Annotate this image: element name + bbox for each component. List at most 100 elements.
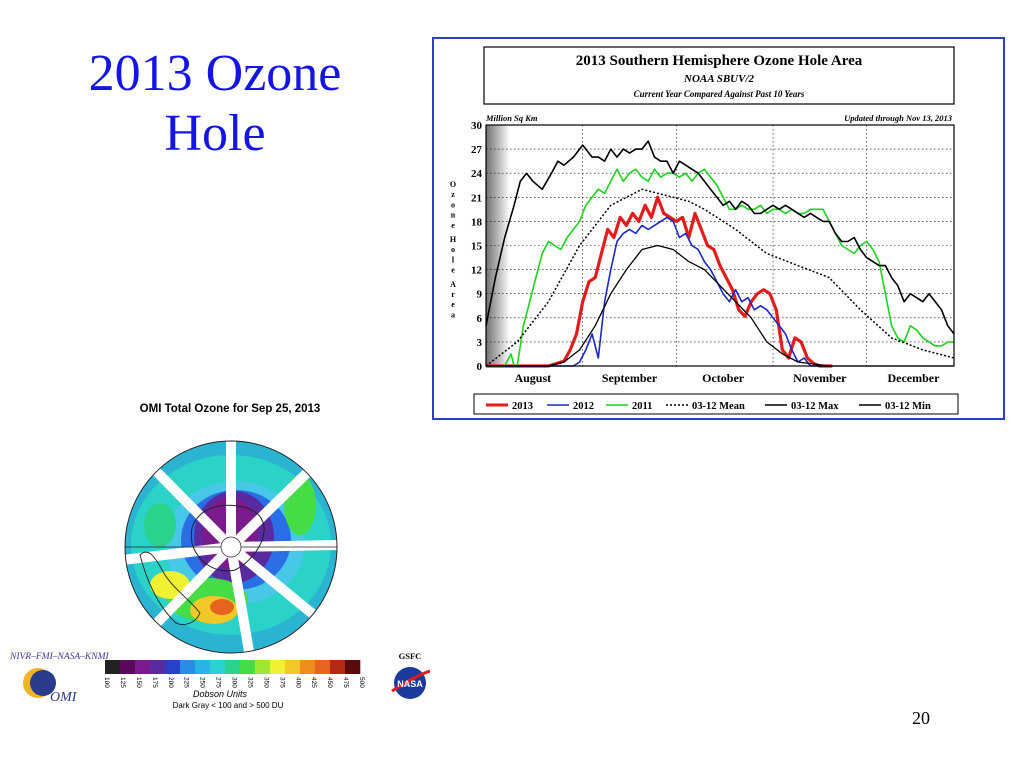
y-tick-label: 3 bbox=[477, 337, 483, 349]
series-layer bbox=[485, 140, 955, 368]
y-axis-label-letter: A bbox=[450, 280, 456, 289]
omi-logo-text: OMI bbox=[50, 690, 78, 705]
x-tick-labels: August September October November December bbox=[514, 371, 940, 385]
y-axis-label-letter: r bbox=[451, 290, 455, 299]
y-tick-label: 24 bbox=[471, 168, 483, 180]
series-line-03-12-mean bbox=[485, 188, 955, 367]
colorbar-swatch bbox=[240, 660, 256, 674]
x-tick-label: September bbox=[602, 371, 658, 385]
nasa-logo: NASA bbox=[391, 667, 431, 699]
series-line-2011 bbox=[486, 168, 954, 367]
colorbar-swatch bbox=[105, 660, 121, 674]
legend-label: 2012 bbox=[573, 401, 594, 412]
colorbar-swatch bbox=[315, 660, 331, 674]
colorbar-swatch bbox=[345, 660, 361, 674]
y-tick-label: 18 bbox=[471, 216, 483, 228]
slide-title: 2013 Ozone Hole bbox=[40, 44, 390, 164]
y-tick-label: 9 bbox=[477, 289, 483, 301]
x-tick-label: October bbox=[702, 371, 745, 385]
x-tick-label: December bbox=[887, 371, 940, 385]
colorbar-swatch bbox=[150, 660, 166, 674]
legend-label: 2013 bbox=[512, 401, 533, 412]
colorbar-swatch bbox=[180, 660, 196, 674]
y-tick-label: 15 bbox=[471, 241, 483, 253]
x-tick-label: November bbox=[793, 371, 847, 385]
chart-subtitle: NOAA SBUV/2 bbox=[683, 73, 754, 85]
colorbar-swatch bbox=[270, 660, 286, 674]
y-tick-label: 27 bbox=[471, 144, 483, 156]
y-axis-label-letter: l bbox=[452, 255, 455, 264]
dobson-colorbar: 100 125 150 175 200 225 250 275 300 325 350 375 400 4… bbox=[103, 660, 365, 688]
colorbar-swatch bbox=[255, 660, 271, 674]
chart-title-box bbox=[483, 46, 955, 105]
plot-frame bbox=[485, 124, 955, 367]
slide-title-line1: 2013 Ozone bbox=[88, 45, 342, 102]
colorbar-tick-label: 475 bbox=[342, 677, 349, 688]
colorbar-tick-label: 425 bbox=[310, 677, 317, 688]
grid-layer bbox=[486, 125, 954, 366]
ozone-globe bbox=[125, 441, 337, 653]
colorbar-tick-label: 350 bbox=[262, 677, 269, 688]
colorbar-tick-label: 450 bbox=[326, 677, 333, 688]
legend-label: 03-12 Min bbox=[885, 401, 931, 412]
y-axis-label-letter: o bbox=[451, 245, 455, 254]
colorbar-tick-label: 100 bbox=[103, 677, 110, 688]
y-tick-label: 30 bbox=[471, 120, 483, 132]
colorbar-tick-label: 150 bbox=[135, 677, 142, 688]
ozone-hole-area-chart: 2013 Southern Hemisphere Ozone Hole Area… bbox=[450, 46, 959, 415]
nasa-logo-text: NASA bbox=[397, 679, 423, 689]
slide-title-line2: Hole bbox=[164, 105, 266, 162]
page-number: 20 bbox=[912, 708, 930, 728]
legend: 2013 2012 2011 03-12 Mean 03-12 Max 03-12 Min bbox=[486, 401, 931, 412]
series-line-2013 bbox=[486, 195, 833, 368]
omi-ozone-map: NIVR–FMI–NASA–KNMI OMI 100 125 150 175 200 22… bbox=[9, 440, 431, 710]
colorbar-tick-label: 400 bbox=[294, 677, 301, 688]
x-tick-label: August bbox=[514, 371, 551, 385]
dobson-note: Dark Gray < 100 and > 500 DU bbox=[173, 701, 284, 710]
colorbar-swatch bbox=[210, 660, 226, 674]
y-axis-label-letter: e bbox=[451, 266, 455, 275]
updated-label: Updated through Nov 13, 2013 bbox=[844, 113, 953, 123]
y-tick-label: 21 bbox=[471, 192, 482, 204]
omi-map-title: OMI Total Ozone for Sep 25, 2013 bbox=[139, 403, 321, 415]
colorbar-tick-label: 125 bbox=[119, 677, 126, 688]
legend-box bbox=[473, 393, 959, 415]
y-axis-label-letter: H bbox=[450, 235, 457, 244]
legend-label: 2011 bbox=[632, 401, 652, 412]
colorbar-swatch bbox=[285, 660, 301, 674]
colorbar-swatch bbox=[330, 660, 346, 674]
y-axis-label-letter: n bbox=[451, 211, 456, 220]
omi-panel: OMI Total Ozone for Sep 25, 2013 bbox=[0, 395, 440, 725]
colorbar-swatch bbox=[135, 660, 151, 674]
unit-label: Million Sq Km bbox=[485, 113, 538, 123]
y-tick-labels: 0 3 6 9 12 15 18 21 24 27 30 bbox=[471, 120, 483, 373]
dobson-units-label: Dobson Units bbox=[193, 689, 248, 699]
ozone-chart-panel: 2013 Southern Hemisphere Ozone Hole Area… bbox=[432, 37, 1005, 420]
colorbar-tick-label: 325 bbox=[246, 677, 253, 688]
y-axis-label-letter: O bbox=[450, 180, 456, 189]
y-axis-label-letter: o bbox=[451, 200, 455, 209]
legend-label: 03-12 Max bbox=[791, 401, 839, 412]
colorbar-tick-label: 225 bbox=[183, 677, 190, 688]
y-axis-label-letter: a bbox=[451, 310, 455, 319]
colorbar-tick-label: 175 bbox=[151, 677, 158, 688]
omi-logo: OMI bbox=[23, 668, 78, 705]
omi-credit: NIVR–FMI–NASA–KNMI bbox=[9, 652, 110, 662]
chart-title: 2013 Southern Hemisphere Ozone Hole Area bbox=[576, 53, 863, 69]
colorbar-swatch bbox=[120, 660, 136, 674]
colorbar-swatch bbox=[195, 660, 211, 674]
colorbar-swatch bbox=[165, 660, 181, 674]
y-axis-label-letter: z bbox=[451, 190, 455, 199]
y-tick-label: 6 bbox=[477, 313, 483, 325]
chart-subtitle2: Current Year Compared Against Past 10 Ye… bbox=[634, 89, 805, 99]
gsfc-label: GSFC bbox=[399, 651, 422, 661]
colorbar-tick-label: 500 bbox=[358, 677, 365, 688]
y-axis-label-letter: e bbox=[451, 300, 455, 309]
colorbar-tick-label: 375 bbox=[278, 677, 285, 688]
colorbar-tick-label: 250 bbox=[199, 677, 206, 688]
series-line-03-12-max bbox=[485, 140, 955, 335]
colorbar-tick-label: 300 bbox=[231, 677, 238, 688]
legend-label: 03-12 Mean bbox=[692, 401, 745, 412]
series-line-2012 bbox=[486, 216, 830, 367]
y-tick-label: 0 bbox=[477, 361, 483, 373]
